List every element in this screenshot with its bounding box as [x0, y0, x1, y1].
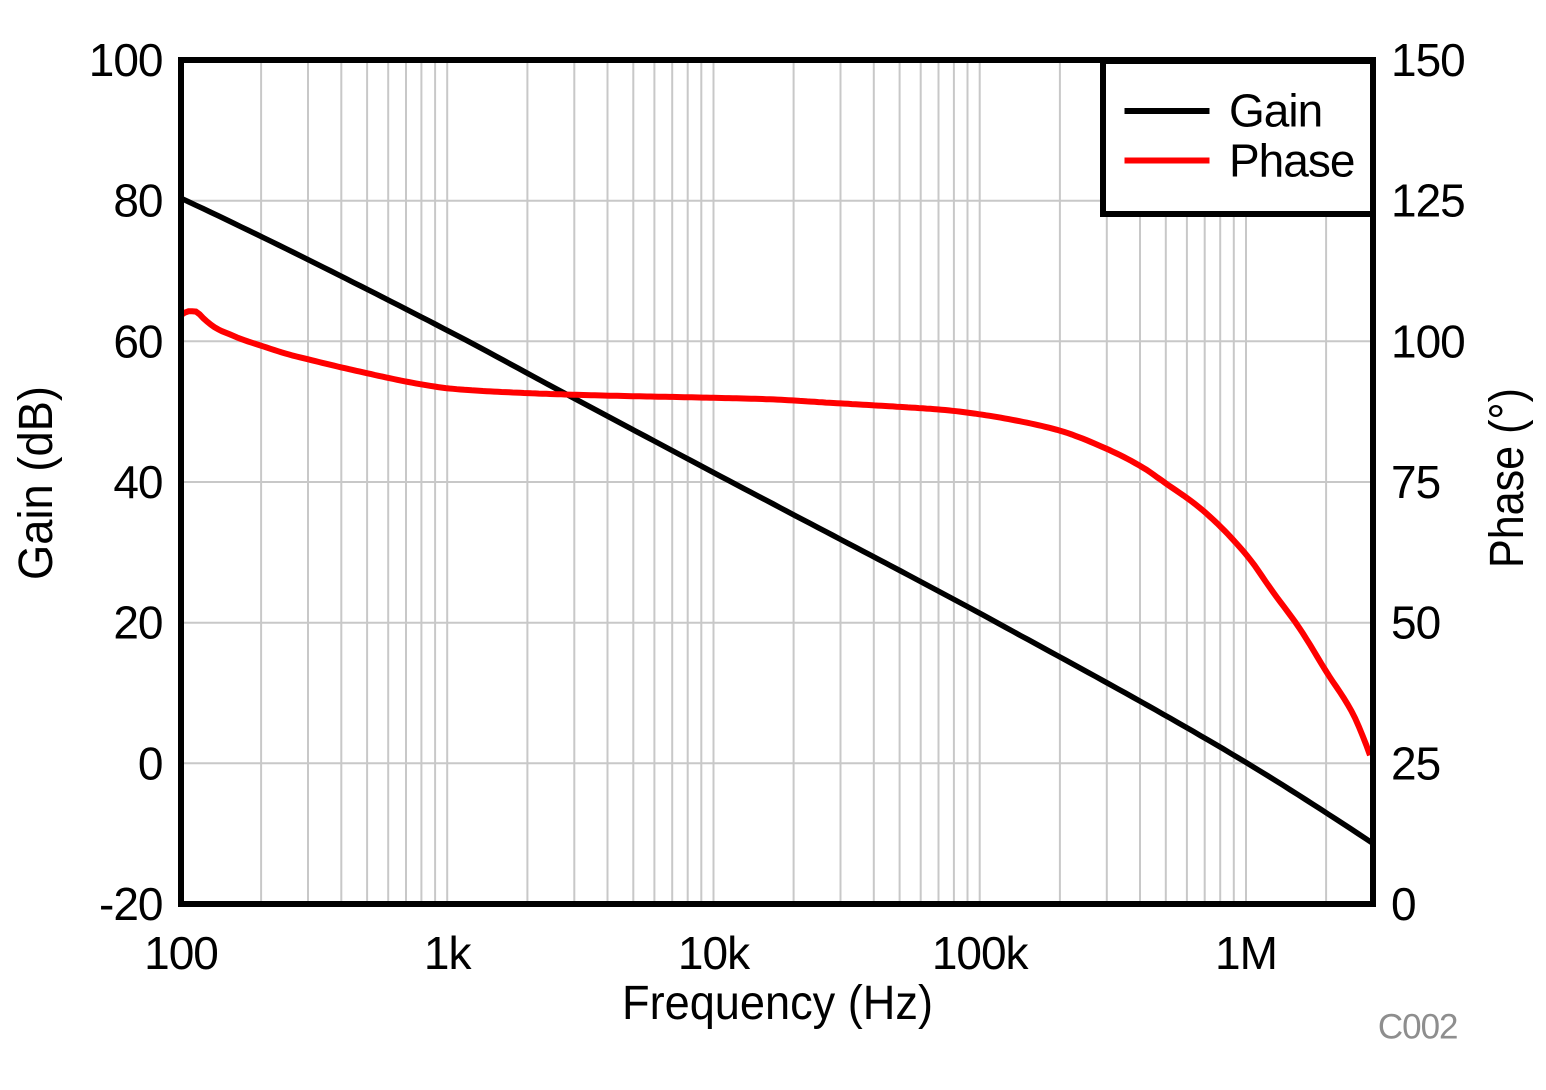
svg-text:150: 150: [1391, 34, 1465, 86]
svg-text:Frequency (Hz): Frequency (Hz): [622, 977, 933, 1030]
svg-text:25: 25: [1391, 737, 1440, 789]
svg-text:0: 0: [1391, 878, 1416, 930]
svg-text:1M: 1M: [1215, 927, 1277, 979]
svg-text:125: 125: [1391, 175, 1465, 227]
svg-text:Phase: Phase: [1229, 134, 1354, 186]
svg-text:100k: 100k: [932, 927, 1030, 979]
svg-text:80: 80: [113, 175, 162, 227]
svg-text:100: 100: [1391, 315, 1465, 367]
svg-text:100: 100: [89, 34, 163, 86]
svg-text:10k: 10k: [678, 927, 751, 979]
svg-text:75: 75: [1391, 456, 1440, 508]
svg-text:Gain (dB): Gain (dB): [10, 386, 63, 580]
svg-text:C002: C002: [1378, 1008, 1458, 1047]
svg-text:Phase (°): Phase (°): [1481, 388, 1534, 568]
svg-text:60: 60: [113, 315, 162, 367]
svg-text:1k: 1k: [424, 927, 473, 979]
svg-text:50: 50: [1391, 597, 1440, 649]
svg-text:0: 0: [138, 737, 163, 789]
svg-text:100: 100: [144, 927, 218, 979]
svg-text:20: 20: [113, 597, 162, 649]
svg-text:40: 40: [113, 456, 162, 508]
svg-text:Gain: Gain: [1229, 85, 1322, 137]
svg-text:-20: -20: [99, 878, 162, 930]
